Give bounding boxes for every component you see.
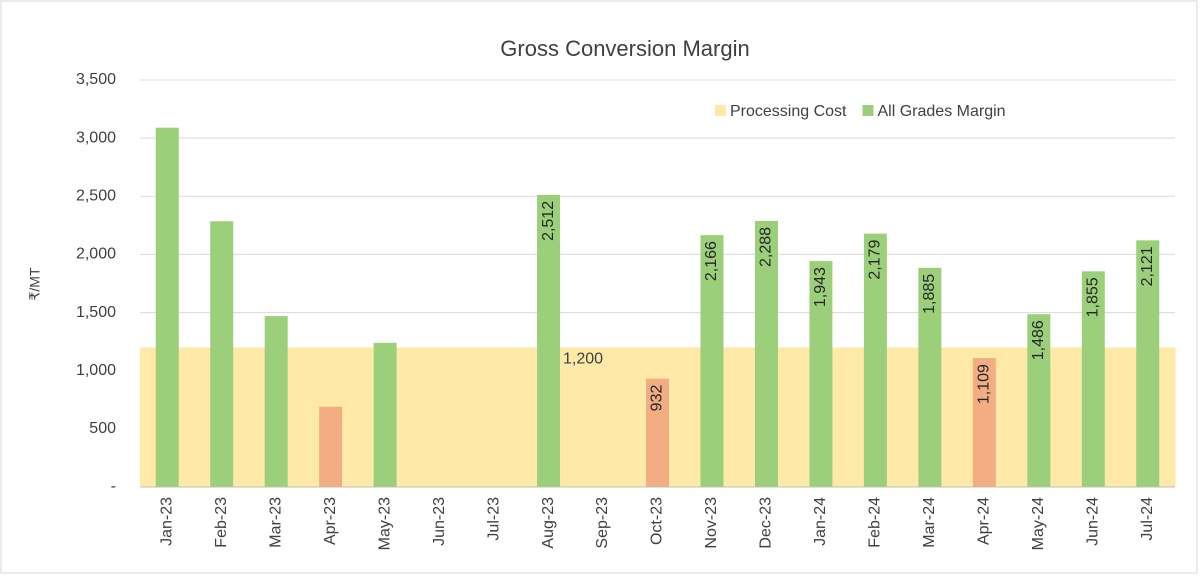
data-label: 1,855 <box>1085 277 1102 317</box>
data-label: 1,109 <box>976 364 993 404</box>
bar <box>1081 271 1105 487</box>
bar <box>863 233 887 487</box>
x-tick-label: Jul-24 <box>1139 497 1156 541</box>
data-label: 1,486 <box>1030 320 1047 360</box>
x-tick-label: Aug-23 <box>540 497 557 549</box>
bar <box>264 316 288 487</box>
bar <box>373 342 397 487</box>
data-label: 932 <box>649 385 666 412</box>
data-label: 2,121 <box>1139 246 1156 286</box>
area-segment <box>575 347 631 487</box>
y-axis-label: ₹/MT <box>27 267 43 300</box>
x-tick-label: Nov-23 <box>703 497 720 549</box>
data-label: 2,179 <box>867 240 884 280</box>
bar <box>754 220 778 487</box>
area-segment <box>412 347 468 487</box>
x-tick-label: Jan-24 <box>812 497 829 546</box>
y-tick-label: 500 <box>89 420 116 437</box>
data-label: 2,288 <box>758 227 775 267</box>
y-tick-label: 3,500 <box>76 71 116 88</box>
x-tick-label: Jun-24 <box>1085 497 1102 546</box>
y-tick-label: 3,000 <box>76 129 116 146</box>
x-tick-label: Mar-24 <box>921 497 938 548</box>
legend-label: Processing Cost <box>730 103 847 120</box>
data-label: 1,200 <box>563 351 603 368</box>
bar <box>809 261 833 487</box>
x-tick-label: Apr-24 <box>976 497 993 545</box>
x-tick-label: Jan-23 <box>158 497 175 546</box>
x-tick-label: Feb-23 <box>213 497 230 548</box>
x-tick-label: Mar-23 <box>267 497 284 548</box>
y-tick-label: 1,500 <box>76 304 116 321</box>
legend-swatch <box>715 105 726 116</box>
x-tick-label: Feb-24 <box>867 497 884 548</box>
area-segment <box>466 347 522 487</box>
y-tick-label: 1,000 <box>76 362 116 379</box>
x-tick-label: Oct-23 <box>649 497 666 545</box>
data-label: 1,885 <box>921 274 938 314</box>
legend-swatch <box>862 105 874 116</box>
bar <box>1136 240 1160 487</box>
bar <box>918 267 942 487</box>
bar <box>155 127 179 488</box>
bar <box>319 406 343 487</box>
x-tick-label: Jun-23 <box>431 497 448 546</box>
bar <box>646 378 669 487</box>
data-label: 2,512 <box>540 201 557 241</box>
x-tick-label: Jul-23 <box>485 497 502 541</box>
bar <box>210 221 234 487</box>
chart-title: Gross Conversion Margin <box>500 36 749 61</box>
legend-label: All Grades Margin <box>878 103 1006 120</box>
x-tick-label: Apr-23 <box>322 497 339 545</box>
bar <box>1027 314 1051 487</box>
y-tick-label: 2,500 <box>76 188 116 205</box>
bar <box>700 235 724 487</box>
bar <box>537 194 561 487</box>
data-label: 2,166 <box>703 241 720 281</box>
x-tick-label: Dec-23 <box>758 497 775 549</box>
data-label: 1,943 <box>812 267 829 307</box>
x-tick-label: May-23 <box>376 497 393 550</box>
y-tick-label: - <box>111 478 116 495</box>
x-tick-label: Sep-23 <box>594 497 611 549</box>
y-tick-label: 2,000 <box>76 246 116 263</box>
x-tick-label: May-24 <box>1030 497 1047 550</box>
bar <box>972 358 996 487</box>
